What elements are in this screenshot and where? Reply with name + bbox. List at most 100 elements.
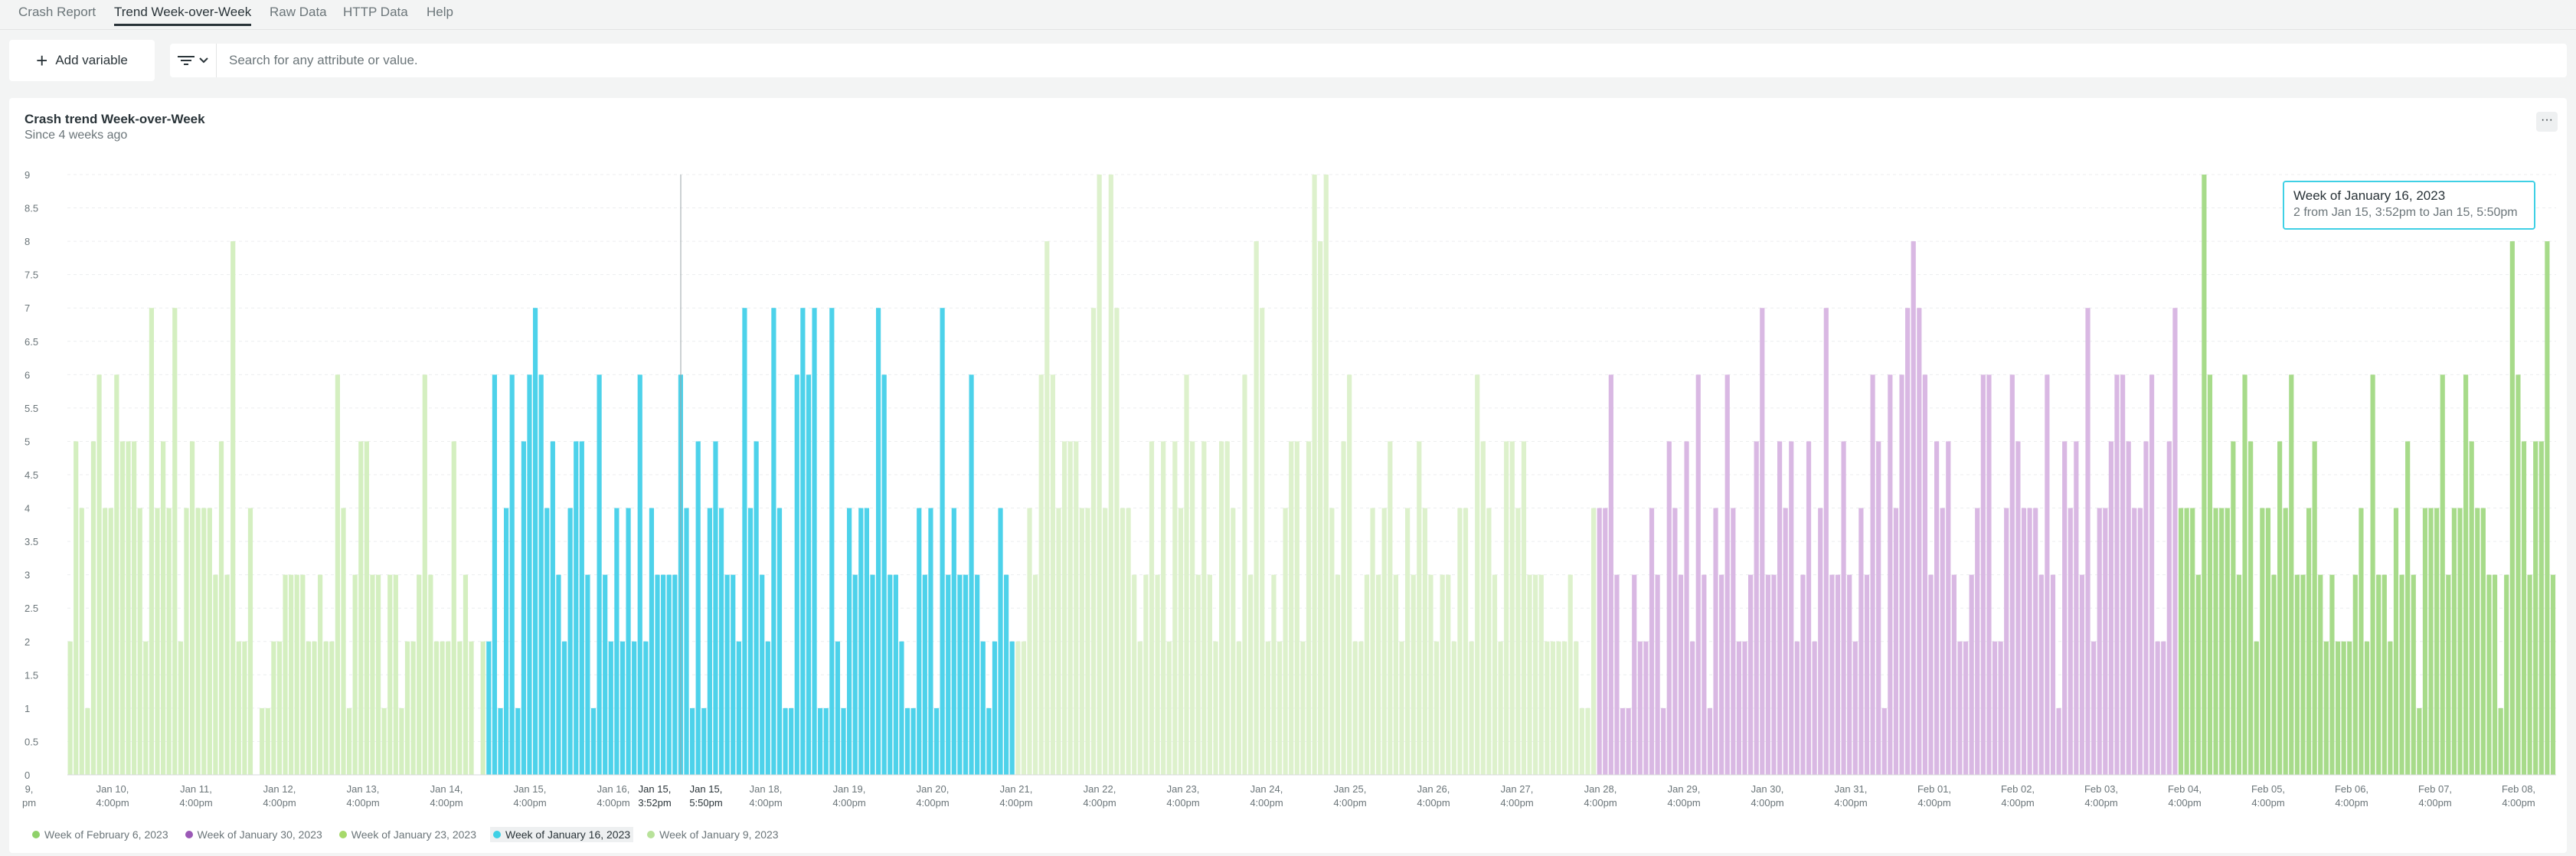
chart-bar <box>2248 441 2254 775</box>
chart-bar <box>480 641 485 775</box>
x-tick-label: Jan 30, <box>1751 783 1784 795</box>
chart-bar <box>404 641 410 775</box>
chart-bar <box>643 641 649 775</box>
chart-bar <box>1451 641 1456 775</box>
chart-bar <box>742 308 747 775</box>
chart-bar <box>1370 508 1375 775</box>
chart-bar <box>1713 508 1718 775</box>
chart-bar <box>364 441 369 775</box>
chart-bar <box>2376 574 2381 775</box>
chart-bar <box>1678 574 1684 775</box>
chart-bar <box>922 574 927 775</box>
chart-bar <box>574 441 579 775</box>
chart-bar <box>306 641 312 775</box>
tab-raw-data[interactable]: Raw Data <box>270 5 327 19</box>
chart-bar <box>1463 508 1469 775</box>
chart-bar <box>975 574 980 775</box>
chart-bar <box>2004 508 2009 775</box>
chart-bar <box>1794 641 1800 775</box>
legend-item-jan-9[interactable]: Week of January 9, 2023 <box>644 827 781 842</box>
chart-bar <box>492 374 498 775</box>
chart-bar <box>2486 574 2492 775</box>
tab-help[interactable]: Help <box>427 5 453 19</box>
chart-bar <box>2108 441 2113 775</box>
chart-bar <box>67 641 73 775</box>
chart-bar <box>1748 574 1754 775</box>
chart-bar <box>1881 707 1887 775</box>
chart-bar <box>1236 641 1241 775</box>
search-input[interactable]: Search for any attribute or value. <box>229 53 418 67</box>
chart-bar <box>1027 508 1032 775</box>
chart-bar <box>1178 508 1184 775</box>
chart-bar <box>370 574 375 775</box>
chart-bar <box>1498 641 1503 775</box>
chart-bar <box>1597 508 1602 775</box>
x-tick-label: Jan 13, <box>347 783 380 795</box>
chart-bar <box>1556 641 1561 775</box>
chart-bar <box>1521 441 1527 775</box>
chart-bar <box>1457 508 1463 775</box>
add-variable-button[interactable]: + Add variable <box>9 40 155 81</box>
legend-label: Week of January 16, 2023 <box>505 828 631 841</box>
chart-bar <box>2213 508 2218 775</box>
chart-bar <box>626 508 631 775</box>
chart-bar <box>358 441 364 775</box>
chart-bar <box>969 374 974 775</box>
chart-bar <box>1980 374 1986 775</box>
chart-bar <box>672 574 678 775</box>
chart-bar <box>1562 641 1568 775</box>
chart-bar <box>957 574 963 775</box>
x-tick-label: 4:00pm <box>597 797 629 809</box>
chart-bar <box>2428 508 2434 775</box>
tab-trend-week-over-week[interactable]: Trend Week-over-Week <box>114 5 252 26</box>
chart-bar <box>858 508 864 775</box>
legend-item-feb-6[interactable]: Week of February 6, 2023 <box>29 827 172 842</box>
filter-dropdown[interactable] <box>170 44 217 77</box>
x-tick-label: Jan 26, <box>1417 783 1450 795</box>
legend-item-jan-23[interactable]: Week of January 23, 2023 <box>336 827 479 842</box>
chart-bar <box>1155 574 1160 775</box>
chart-bar <box>1841 441 1846 775</box>
more-options-button[interactable]: ··· <box>2536 112 2558 132</box>
tab-http-data[interactable]: HTTP Data <box>343 5 408 19</box>
chart-bar <box>1201 441 1207 775</box>
chart-bar <box>590 707 597 775</box>
x-tick-label: 4:00pm <box>1417 797 1450 809</box>
x-tick-label: Jan 15, <box>639 783 672 795</box>
legend-item-jan-16[interactable]: Week of January 16, 2023 <box>489 827 634 842</box>
chart-bar <box>2103 508 2108 775</box>
chart-bar <box>690 707 695 775</box>
tab-crash-report[interactable]: Crash Report <box>18 5 96 19</box>
chart-bar <box>1283 508 1288 775</box>
chart-bar <box>806 374 812 775</box>
chart-bar <box>556 574 561 775</box>
chart-bar <box>1724 374 1730 775</box>
chart-bar <box>1341 441 1346 775</box>
y-tick-label: 1 <box>25 703 30 714</box>
chart-bar <box>1161 441 1166 775</box>
chart-bar <box>2323 641 2329 775</box>
chart-bar <box>1329 508 1335 775</box>
chart-bar <box>85 707 90 775</box>
x-tick-label: Jan 14, <box>430 783 463 795</box>
search-bar[interactable]: Search for any attribute or value. <box>170 44 2567 77</box>
chart-bar <box>603 574 608 775</box>
chart-bar <box>2312 441 2317 775</box>
chart-bar <box>2352 574 2358 775</box>
x-tick-label: 9, <box>25 783 34 795</box>
chart-bar <box>1986 374 1992 775</box>
chart-bar <box>2120 374 2126 775</box>
chart-bar <box>2254 641 2259 775</box>
chart-bar <box>1858 508 1864 775</box>
chart-bar <box>1137 641 1143 775</box>
chart-bar <box>1009 641 1015 775</box>
chart-bar <box>90 441 96 775</box>
chart-bar <box>1620 707 1626 775</box>
chart-bar <box>498 707 503 775</box>
legend-item-jan-30[interactable]: Week of January 30, 2023 <box>182 827 325 842</box>
chart-bar <box>1917 308 1922 775</box>
chart-bar <box>346 707 352 775</box>
chart-bar <box>1765 574 1770 775</box>
chart-bar <box>2079 574 2085 775</box>
chart-bar <box>2527 574 2532 775</box>
